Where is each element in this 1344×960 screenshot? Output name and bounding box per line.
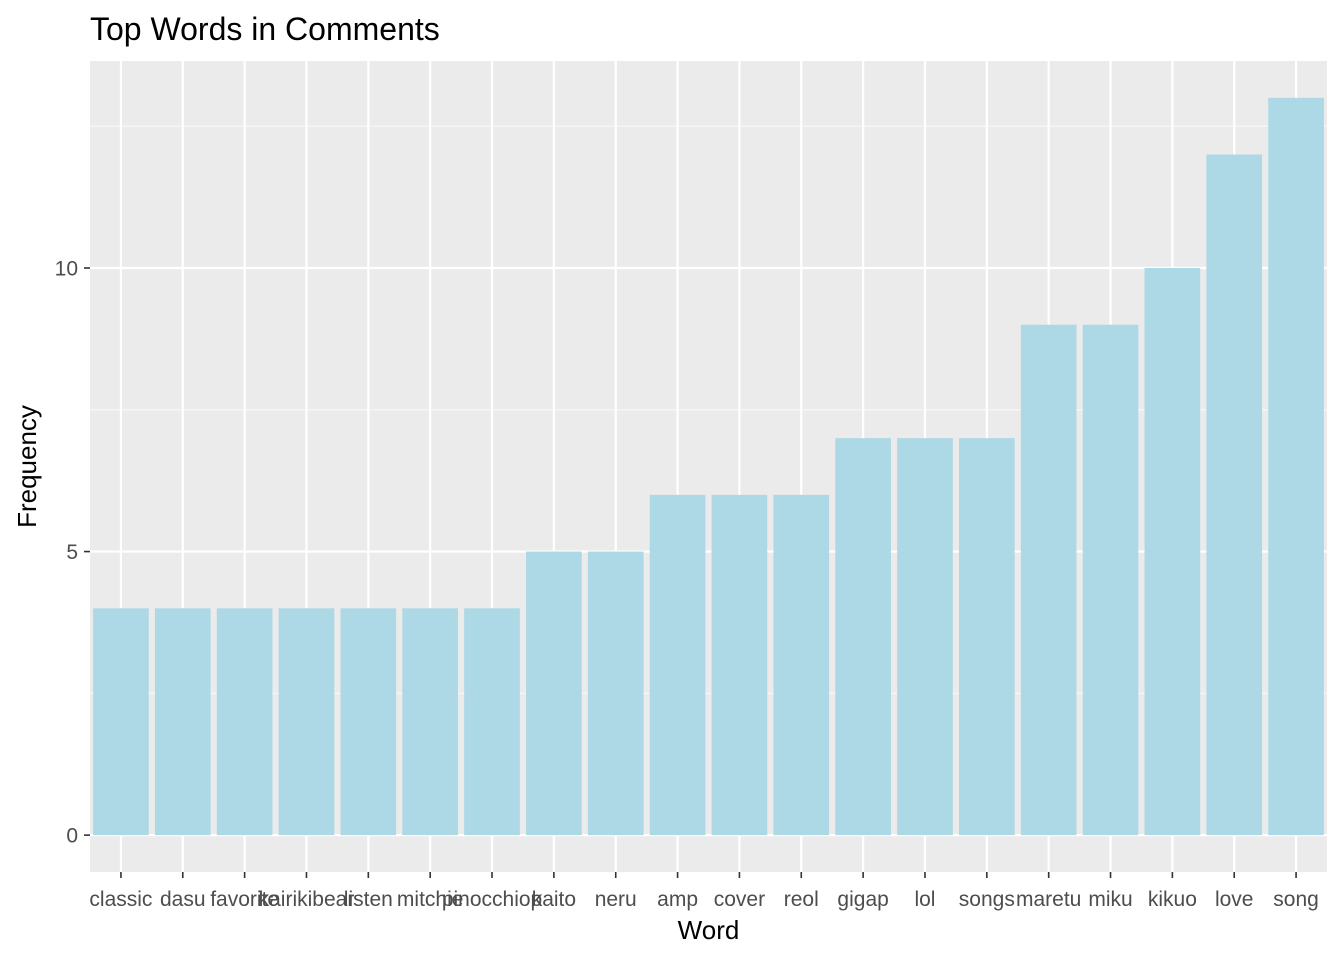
x-tick-label-kairikibear: kairikibear — [259, 888, 355, 911]
x-tick-label-gigap: gigap — [837, 888, 888, 911]
x-tick-label-amp: amp — [657, 888, 698, 911]
x-tick-label-love: love — [1215, 888, 1254, 911]
bar-listen — [340, 608, 397, 836]
x-tick-label-neru: neru — [595, 888, 637, 911]
bar-cover — [711, 494, 768, 836]
y-axis: 0 5 10 — [55, 258, 90, 848]
y-tick-label: 5 — [66, 541, 78, 564]
bar-amp — [649, 494, 706, 836]
x-tick-label-kikuo: kikuo — [1148, 888, 1197, 911]
bar-reol — [773, 494, 830, 836]
y-tick-label: 10 — [55, 258, 78, 281]
chart-title: Top Words in Comments — [90, 11, 440, 47]
bar-love — [1206, 154, 1263, 836]
x-tick-label-kaito: kaito — [532, 888, 576, 911]
bar-mitchie — [402, 608, 459, 836]
x-tick-label-songs: songs — [959, 888, 1015, 911]
x-tick-label-classic: classic — [89, 888, 152, 911]
bar-neru — [587, 551, 644, 836]
bar-lol — [897, 438, 953, 836]
bar-maretu — [1020, 324, 1077, 836]
bar-favorite — [216, 608, 273, 836]
x-tick-label-miku: miku — [1088, 888, 1132, 911]
bar-miku — [1082, 324, 1139, 836]
bar-song — [1268, 97, 1324, 836]
x-tick-label-mitchie: mitchie — [397, 888, 464, 911]
y-axis-title: Frequency — [12, 405, 42, 528]
x-tick-label-pinocchiop: pinocchiop — [442, 888, 542, 911]
x-tick-label-cover: cover — [714, 888, 765, 911]
x-tick-label-song: song — [1273, 888, 1319, 911]
bar-kairikibear — [278, 608, 335, 836]
x-tick-label-maretu: maretu — [1016, 888, 1081, 911]
bar-songs — [958, 438, 1015, 836]
plot-panel — [90, 61, 1327, 872]
bars — [93, 97, 1324, 836]
bar-kikuo — [1144, 268, 1201, 836]
bar-gigap — [835, 438, 891, 836]
x-tick-label-dasu: dasu — [160, 888, 206, 911]
y-tick-label: 0 — [66, 825, 78, 848]
x-tick-label-listen: listen — [344, 888, 393, 911]
bar-classic — [93, 608, 149, 836]
x-axis-title: Word — [678, 915, 740, 945]
bar-pinocchiop — [464, 608, 520, 836]
x-tick-label-favorite: favorite — [210, 888, 279, 911]
bar-kaito — [526, 551, 582, 836]
bar-dasu — [154, 608, 211, 836]
x-tick-label-reol: reol — [784, 888, 819, 911]
x-tick-label-lol: lol — [914, 888, 935, 911]
